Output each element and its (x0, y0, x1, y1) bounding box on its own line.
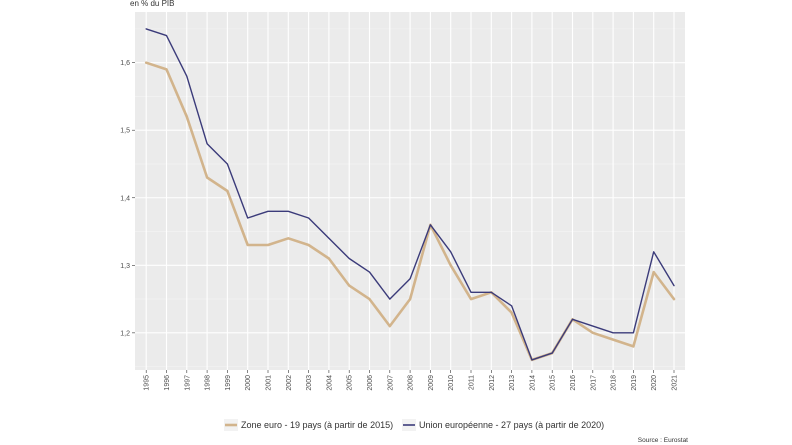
y-tick-label: 1,5 (120, 128, 130, 135)
x-tick-label: 1997 (184, 375, 191, 391)
x-tick-label: 2008 (408, 375, 415, 391)
series-line-union-europeenne (145, 28, 675, 361)
legend-label: Union européenne - 27 pays (à partir de … (419, 420, 604, 430)
x-tick-label: 1995 (144, 375, 151, 391)
y-axis: 1,2 1,3 1,4 1,5 1,6 (120, 60, 135, 337)
y-tick-label: 1,2 (120, 330, 130, 337)
x-tick-label: 2018 (611, 375, 618, 391)
x-axis: 1995 1996 1997 1998 1999 2000 2001 2002 2003 2004… (144, 370, 679, 391)
x-tick-label: 2002 (286, 375, 293, 391)
x-tick-label: 2014 (529, 375, 536, 391)
x-tick-label: 2004 (326, 375, 333, 391)
x-tick-label: 2000 (245, 375, 252, 391)
x-tick-label: 2005 (347, 375, 354, 391)
y-tick-label: 1,4 (120, 195, 130, 202)
x-tick-label: 2021 (672, 375, 679, 391)
x-tick-label: 2013 (509, 375, 516, 391)
x-tick-label: 2006 (367, 375, 374, 391)
x-tick-label: 2010 (448, 375, 455, 391)
series-line-zone-euro (144, 61, 676, 362)
legend: Zone euro - 19 pays (à partir de 2015) Un… (224, 419, 604, 431)
x-tick-label: 2016 (570, 375, 577, 391)
source-note: Source : Eurostat (638, 437, 688, 444)
x-tick-label: 2020 (651, 375, 658, 391)
x-tick-label: 1999 (225, 375, 232, 391)
y-tick-label: 1,3 (120, 263, 130, 270)
x-tick-label: 2019 (631, 375, 638, 391)
x-tick-label: 2015 (550, 375, 557, 391)
x-tick-label: 2009 (428, 375, 435, 391)
x-tick-label: 1998 (205, 375, 212, 391)
x-tick-label: 2011 (469, 375, 476, 390)
x-tick-label: 2003 (306, 375, 313, 391)
x-tick-label: 2007 (387, 375, 394, 391)
x-tick-label: 2001 (266, 375, 273, 391)
series-lines (144, 28, 676, 362)
y-unit-label: en % du PIB (130, 0, 174, 8)
x-tick-label: 2017 (590, 375, 597, 391)
y-tick-label: 1,6 (120, 60, 130, 67)
x-tick-label: 2012 (489, 375, 496, 391)
x-tick-label: 1996 (164, 375, 171, 391)
legend-label: Zone euro - 19 pays (à partir de 2015) (241, 420, 393, 430)
